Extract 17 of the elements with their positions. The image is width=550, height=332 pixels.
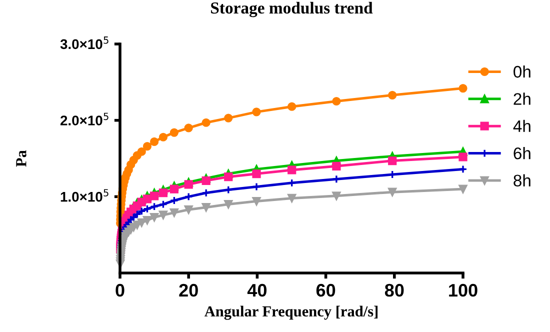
x-tick-label: 20 <box>179 284 198 297</box>
x-tick-label: 100 <box>449 284 478 297</box>
y-tick-label: 1.0×10$^{5}$ <box>60 189 108 202</box>
y-tick-label: 2.0×10$^{5}$ <box>60 112 108 126</box>
legend-label: 0h <box>514 65 530 78</box>
legend-label: 2h <box>514 92 530 105</box>
x-tick-label: 40 <box>247 284 267 297</box>
legend-label: 8h <box>514 174 530 187</box>
x-axis-title: Angular Frequency [rad/s] <box>204 306 378 320</box>
y-axis-title: Pa <box>16 150 26 167</box>
chart-title: Storage modulus trend <box>211 2 373 18</box>
x-tick-label: 0 <box>116 284 124 297</box>
x-tick-label: 80 <box>384 284 404 297</box>
legend-label: 4h <box>513 120 530 132</box>
y-tick-label: 3.0×10$^{5}$ <box>60 36 108 50</box>
x-tick-label: 60 <box>316 284 336 297</box>
legend-label: 6h <box>514 147 530 160</box>
